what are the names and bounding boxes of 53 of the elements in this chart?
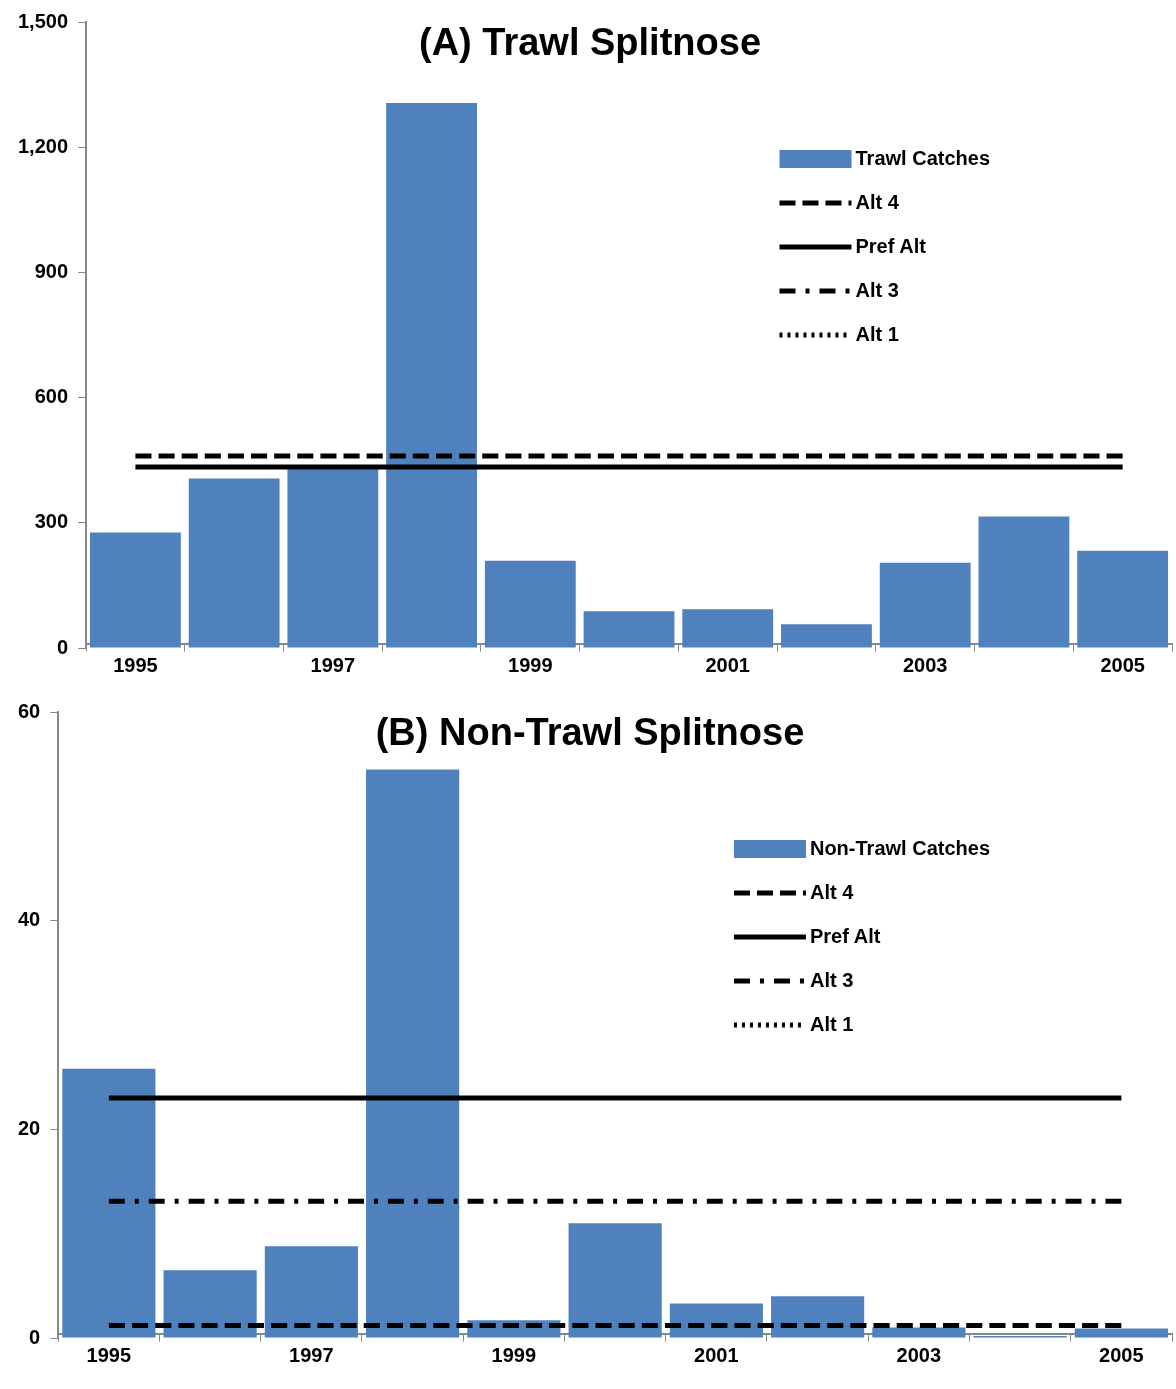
legend-label: Alt 3 xyxy=(855,278,899,301)
legend-label: Alt 1 xyxy=(855,322,899,345)
bar xyxy=(978,516,1070,648)
bar xyxy=(62,1068,156,1338)
y-tick-label: 300 xyxy=(34,510,69,533)
y-tick-label: 60 xyxy=(18,699,41,722)
x-tick-label: 1995 xyxy=(86,1344,132,1367)
x-tick-label: 2003 xyxy=(896,1344,942,1367)
y-tick-label: 900 xyxy=(34,259,69,282)
x-tick-label: 1999 xyxy=(491,1344,537,1367)
y-tick-label: 0 xyxy=(56,635,69,658)
bar xyxy=(163,1270,257,1338)
x-tick-label: 1995 xyxy=(113,654,158,677)
y-tick-label: 20 xyxy=(18,1116,41,1139)
legend-label: Alt 1 xyxy=(809,1012,854,1035)
legend-label: Alt 4 xyxy=(809,880,855,903)
bar xyxy=(90,532,181,648)
bar xyxy=(1077,550,1169,648)
y-tick-label: 1,500 xyxy=(17,9,69,32)
legend-label: Alt 3 xyxy=(809,968,854,991)
y-tick-label: 40 xyxy=(18,908,41,931)
y-tick-label: 0 xyxy=(29,1325,41,1348)
bar xyxy=(264,1246,358,1338)
bar xyxy=(583,611,675,648)
bar xyxy=(781,624,872,648)
legend-label: Pref Alt xyxy=(855,234,927,257)
x-tick-label: 2005 xyxy=(1099,1344,1144,1367)
bar xyxy=(484,560,576,648)
bar xyxy=(366,769,460,1338)
bar xyxy=(682,609,774,648)
bar xyxy=(872,1327,966,1338)
chart-title: (B) Non-Trawl Splitnose xyxy=(375,711,805,754)
bar xyxy=(287,467,379,648)
x-tick-label: 2005 xyxy=(1100,654,1145,677)
bar xyxy=(879,562,971,648)
chart-title: (A) Trawl Splitnose xyxy=(418,21,762,64)
legend-label: Pref Alt xyxy=(809,924,881,947)
legend-label: Non-Trawl Catches xyxy=(809,836,991,859)
x-tick-label: 2001 xyxy=(694,1344,739,1367)
y-tick-label: 1,200 xyxy=(17,134,69,157)
bar xyxy=(386,102,477,648)
bar xyxy=(1074,1328,1168,1338)
x-tick-label: 1997 xyxy=(289,1344,334,1367)
x-tick-label: 1997 xyxy=(310,654,356,677)
bar xyxy=(568,1223,662,1338)
x-tick-label: 2001 xyxy=(705,654,750,677)
legend-label: Alt 4 xyxy=(855,190,900,213)
y-tick-label: 600 xyxy=(34,385,69,408)
bar xyxy=(771,1296,865,1338)
x-tick-label: 1999 xyxy=(508,654,553,677)
legend-label: Trawl Catches xyxy=(855,146,991,169)
bar xyxy=(188,478,280,648)
x-tick-label: 2003 xyxy=(902,654,948,677)
